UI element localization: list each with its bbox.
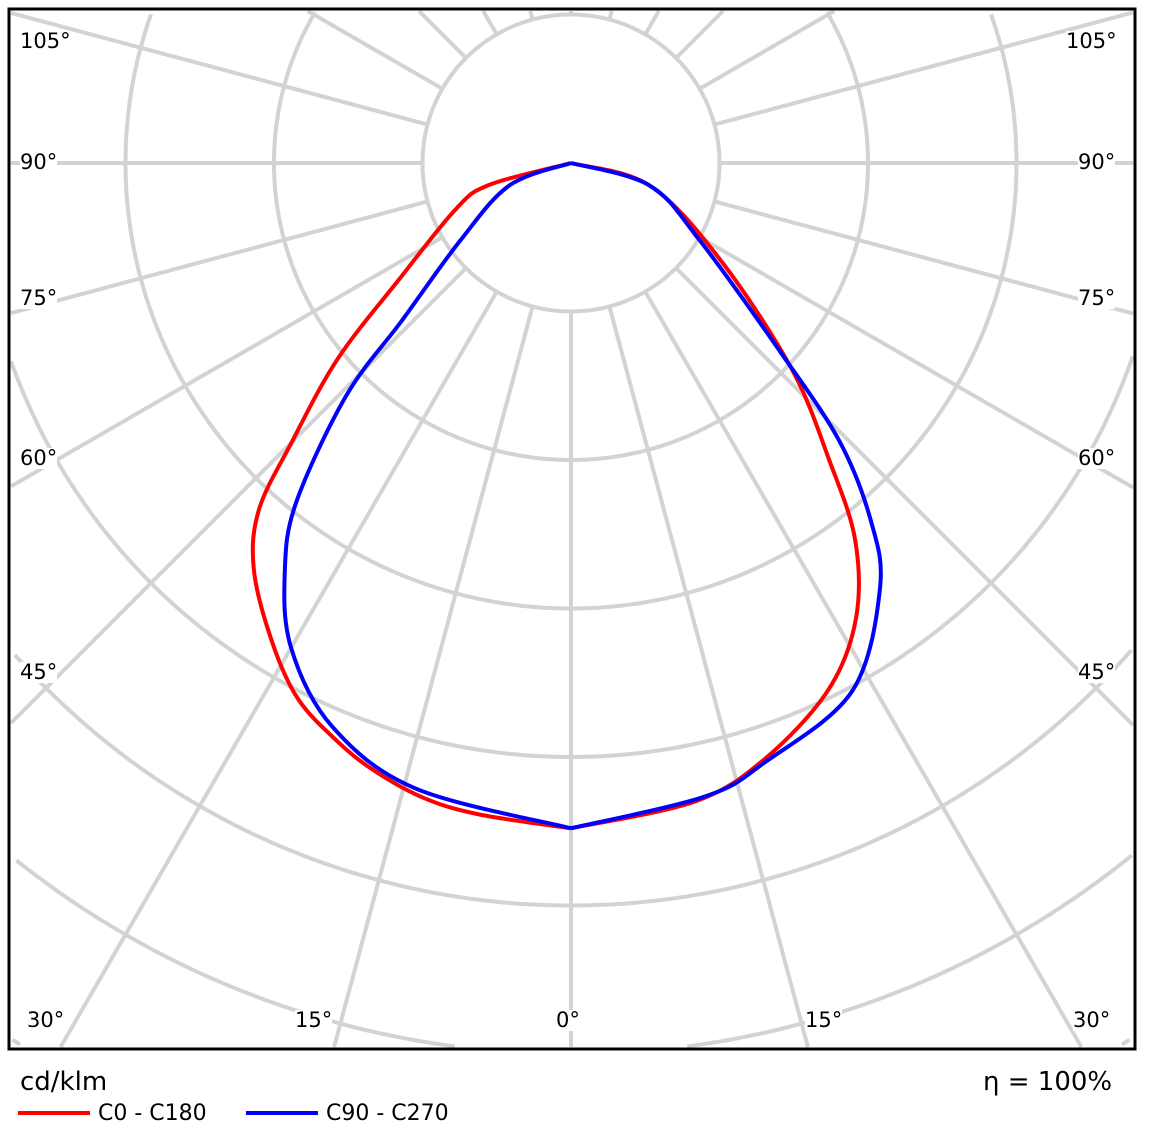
angle-label-bottom-30-right: 30° [1073,1008,1111,1032]
angle-label-bottom-0: 0° [556,1008,580,1032]
angle-label-bottom-30-left: 30° [27,1008,65,1032]
angle-label-right-45: 45° [1078,660,1116,684]
angle-label-left-60: 60° [20,446,58,470]
grid-spoke [332,305,535,1048]
angle-label-right-105: 105° [1066,29,1117,53]
grid-ring [11,1038,1131,1047]
legend-label-c0-c180: C0 - C180 [98,1101,207,1126]
grid-spoke [481,10,499,36]
polar-grid [9,9,1135,1049]
grid-spoke [417,9,468,60]
legend-label-c90-c270: C90 - C270 [326,1101,449,1126]
curve-c270 [282,161,572,831]
grid-ring [15,853,1133,1049]
grid-spoke [9,235,444,489]
unit-label: cd/klm [20,1067,108,1097]
grid-spoke [643,9,661,36]
efficiency-label: η = 100% [983,1067,1113,1097]
grid-spoke [607,305,810,1048]
angle-label-right-75: 75° [1078,286,1116,310]
grid-spoke [58,290,499,1048]
grid-spoke [698,9,836,91]
angle-label-bottom-15-right: 15° [805,1008,843,1032]
curve-c180 [250,161,572,831]
plot-frame [7,7,1137,1051]
grid-ring [13,648,1133,908]
grid-spoke [9,266,468,725]
grid-spoke [306,9,444,91]
grid-spoke [713,199,1134,316]
grid-spoke [674,9,725,60]
angle-label-right-90: 90° [1078,150,1116,174]
angle-label-bottom-15-left: 15° [295,1008,333,1032]
curves [250,161,883,831]
grid-spoke [10,11,429,127]
grid-spoke [607,10,614,21]
curve-c90 [570,161,883,831]
angle-label-left-75: 75° [20,286,58,310]
grid-spoke [713,10,1134,127]
angle-label-right-60: 60° [1078,446,1116,470]
angle-label-left-105: 105° [20,29,71,53]
grid-spoke [674,266,1135,727]
grid-ring [123,13,1019,611]
grid-spoke [528,10,535,21]
angle-label-left-90: 90° [20,150,58,174]
angle-label-left-45: 45° [20,660,58,684]
grid-spoke [698,235,1135,490]
grid-spoke [10,199,429,315]
